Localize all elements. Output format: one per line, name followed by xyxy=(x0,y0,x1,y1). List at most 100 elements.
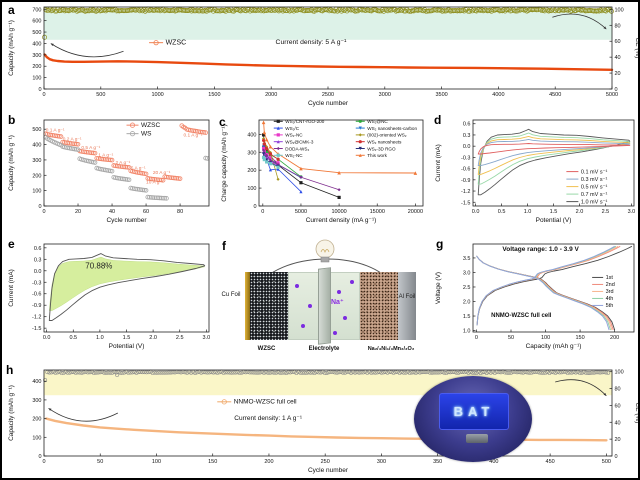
svg-text:350: 350 xyxy=(433,459,442,465)
svg-text:0: 0 xyxy=(615,87,618,93)
panel-a-chart: 0 500 1000 1500 2000 2500 3000 3500 4000 4500 5000… xyxy=(2,2,638,110)
svg-text:100: 100 xyxy=(615,370,624,376)
svg-text:450: 450 xyxy=(546,459,555,465)
svg-text:100: 100 xyxy=(32,435,41,441)
svg-text:150: 150 xyxy=(576,335,585,341)
svg-text:4500: 4500 xyxy=(549,92,561,98)
svg-text:WS₂@NC: WS₂@NC xyxy=(367,119,388,124)
svg-text:0: 0 xyxy=(42,459,45,465)
svg-text:500: 500 xyxy=(602,459,611,465)
svg-text:3.5: 3.5 xyxy=(463,256,471,262)
na-ion-dot xyxy=(308,304,312,308)
svg-text:1.0: 1.0 xyxy=(524,209,532,215)
svg-text:-0.6: -0.6 xyxy=(32,292,41,298)
svg-text:20: 20 xyxy=(615,437,621,443)
svg-text:600: 600 xyxy=(32,19,41,25)
svg-text:-1.2: -1.2 xyxy=(32,315,41,321)
led-display: BAT xyxy=(438,393,510,430)
svg-text:-1.5: -1.5 xyxy=(32,326,41,332)
svg-text:1.5: 1.5 xyxy=(123,335,131,341)
svg-text:100: 100 xyxy=(32,189,41,195)
svg-text:-1.2: -1.2 xyxy=(461,189,470,195)
al-foil-strip xyxy=(398,272,416,340)
panel-b-chart: 0 20 40 60 80 0 100 200 300 400 500 Cycle number Cap… xyxy=(2,110,215,232)
svg-text:10000: 10000 xyxy=(331,209,346,215)
panel-b-label: b xyxy=(8,113,16,127)
light-bulb-icon xyxy=(315,239,335,263)
na-ion-dot xyxy=(350,280,354,284)
svg-text:1.0: 1.0 xyxy=(463,329,471,335)
svg-text:Capacity (mAh g⁻¹): Capacity (mAh g⁻¹) xyxy=(526,343,582,350)
svg-text:WS₂-3D RGO: WS₂-3D RGO xyxy=(367,146,396,151)
svg-text:15000: 15000 xyxy=(370,209,385,215)
panel-d-label: d xyxy=(434,113,442,127)
svg-text:400: 400 xyxy=(489,459,498,465)
svg-text:0: 0 xyxy=(261,209,264,215)
svg-text:20 A g⁻¹: 20 A g⁻¹ xyxy=(153,170,171,176)
separator-plate xyxy=(318,267,331,345)
svg-text:0.3: 0.3 xyxy=(34,257,42,263)
svg-text:0.5: 0.5 xyxy=(498,209,506,215)
svg-text:Cycle number: Cycle number xyxy=(106,217,147,224)
svg-text:300: 300 xyxy=(32,158,41,164)
svg-text:Capacity (mAh g⁻¹): Capacity (mAh g⁻¹) xyxy=(8,20,15,76)
svg-text:200: 200 xyxy=(264,459,273,465)
svg-text:-0.3: -0.3 xyxy=(32,280,41,286)
panel-f-label: f xyxy=(222,239,226,253)
svg-text:WS₂@CMK-3: WS₂@CMK-3 xyxy=(285,139,314,144)
svg-text:5000: 5000 xyxy=(295,209,307,215)
svg-text:1st: 1st xyxy=(606,275,614,281)
svg-text:0.5: 0.5 xyxy=(69,335,77,341)
svg-text:3rd: 3rd xyxy=(606,289,614,295)
svg-text:0: 0 xyxy=(38,87,41,93)
svg-text:CE (%): CE (%) xyxy=(634,403,640,424)
svg-text:Current density (mA g⁻¹): Current density (mA g⁻¹) xyxy=(306,217,377,224)
svg-text:500: 500 xyxy=(32,127,41,133)
svg-text:NNMO-WZSC full cell: NNMO-WZSC full cell xyxy=(234,399,297,406)
svg-text:Cycle number: Cycle number xyxy=(308,100,349,107)
svg-text:1.0: 1.0 xyxy=(96,335,104,341)
svg-text:Voltage range: 1.0 - 3.9 V: Voltage range: 1.0 - 3.9 V xyxy=(502,246,579,253)
svg-text:250: 250 xyxy=(321,459,330,465)
svg-text:80: 80 xyxy=(615,387,621,393)
panel-d-chart: 0.0 0.5 1.0 1.5 2.0 2.5 3.0 0.6 0.3 0.0 -0.3 -0.6 -0… xyxy=(429,110,638,232)
svg-text:2.5: 2.5 xyxy=(602,209,610,215)
svg-text:0.0: 0.0 xyxy=(34,269,42,275)
wzsc-anode-block xyxy=(250,272,288,340)
svg-text:1 A g⁻¹: 1 A g⁻¹ xyxy=(98,153,113,159)
svg-text:0: 0 xyxy=(38,454,41,460)
svg-text:200: 200 xyxy=(247,168,256,174)
panel-g-label: g xyxy=(436,237,444,251)
svg-text:200: 200 xyxy=(32,417,41,423)
battery-cell-device xyxy=(465,433,488,443)
svg-text:Potential (V): Potential (V) xyxy=(109,343,145,350)
svg-text:0: 0 xyxy=(42,209,45,215)
svg-text:40: 40 xyxy=(615,420,621,426)
svg-text:200: 200 xyxy=(610,335,619,341)
svg-text:-0.6: -0.6 xyxy=(461,167,470,173)
svg-text:5th: 5th xyxy=(606,303,614,309)
panel-c-label: c xyxy=(219,115,226,129)
panel-h-label: h xyxy=(6,363,14,377)
electrolyte-bottom-label: Electrolyte xyxy=(308,346,340,352)
svg-text:0: 0 xyxy=(475,335,478,341)
svg-text:150: 150 xyxy=(208,459,217,465)
svg-text:0.5 A g⁻¹: 0.5 A g⁻¹ xyxy=(81,145,100,151)
svg-text:500: 500 xyxy=(96,92,105,98)
svg-text:WS₂ nanosheets-carbon: WS₂ nanosheets-carbon xyxy=(367,126,417,131)
svg-text:40: 40 xyxy=(109,209,115,215)
svg-text:WS₂ nanosheets: WS₂ nanosheets xyxy=(367,139,402,144)
svg-text:4th: 4th xyxy=(606,296,614,302)
svg-text:0.7 mV s⁻¹: 0.7 mV s⁻¹ xyxy=(581,192,608,198)
svg-text:2.5: 2.5 xyxy=(463,285,471,291)
na-ion-dot xyxy=(337,290,341,294)
svg-text:400: 400 xyxy=(32,379,41,385)
cathode-block xyxy=(360,272,398,340)
svg-text:Current (mA): Current (mA) xyxy=(435,144,442,182)
svg-text:Voltage (V): Voltage (V) xyxy=(435,272,442,304)
svg-text:200: 200 xyxy=(32,173,41,179)
svg-text:0.1 mV s⁻¹: 0.1 mV s⁻¹ xyxy=(581,169,608,175)
svg-text:300: 300 xyxy=(247,150,256,156)
svg-text:2000: 2000 xyxy=(265,92,277,98)
